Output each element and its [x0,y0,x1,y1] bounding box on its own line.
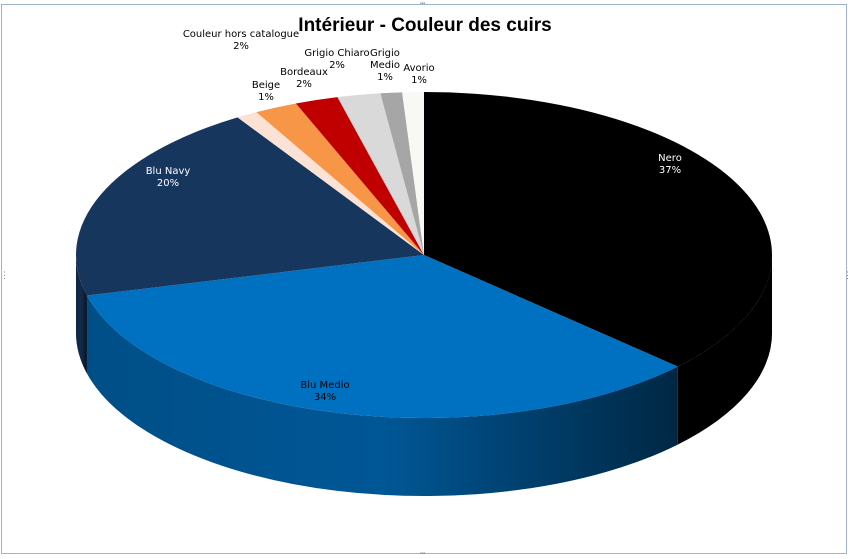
pie-slice-grigio-chiaro[interactable] [337,93,424,255]
resize-handle-left[interactable]: ⋮ [0,271,9,281]
chart-title: Intérieur - Couleur des cuirs [298,15,552,36]
resize-handle-right[interactable]: ⋮ [843,271,850,281]
pie-side-shading [76,255,87,374]
pie-slice-nero[interactable] [424,92,772,367]
pie-slice-bordeaux[interactable] [295,97,424,256]
data-label-blu-navy: Blu Navy 20% [146,166,191,189]
data-label-beige: Beige 1% [252,80,280,103]
data-label-grigio-chiaro: Grigio Chiaro 2% [304,48,369,71]
pie-slice-blu-navy[interactable] [75,117,425,296]
pie-side-shading [86,295,678,497]
resize-handle-top[interactable]: ⋯ [420,0,426,9]
pie-slice-blu-medio[interactable] [86,255,678,419]
pie-slice-couleur-hors-catalogue[interactable] [256,103,424,255]
pie-slice-grigio-medio[interactable] [380,92,424,255]
pie-side-shading [677,255,772,445]
data-label-grigio-medio: Grigio Medio 1% [370,48,400,83]
chart-area[interactable] [1,4,847,554]
data-label-avorio: Avorio 1% [403,63,434,86]
data-label-blu-medio: Blu Medio 34% [300,380,349,403]
resize-handle-bottom[interactable]: ⋯ [420,549,426,559]
data-label-nero: Nero 37% [658,153,682,176]
pie-slice-avorio[interactable] [402,92,424,255]
data-label-bordeaux: Bordeaux 2% [280,67,328,90]
data-label-couleur-hors-catalogue: Couleur hors catalogue 2% [183,29,299,52]
pie-slice-beige[interactable] [237,112,424,255]
